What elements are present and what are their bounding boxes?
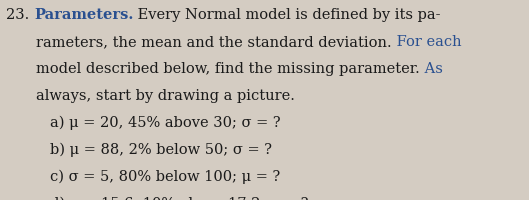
Text: As: As	[419, 62, 443, 76]
Text: d) σ = 15.6, 10% above 17.2; μ = ?: d) σ = 15.6, 10% above 17.2; μ = ?	[50, 197, 308, 200]
Text: For each: For each	[391, 35, 461, 49]
Text: rameters, the mean and the standard deviation.: rameters, the mean and the standard devi…	[36, 35, 391, 49]
Text: Every Normal model is defined by its pa-: Every Normal model is defined by its pa-	[133, 8, 441, 22]
Text: Parameters.: Parameters.	[34, 8, 133, 22]
Text: model described below, find the missing parameter.: model described below, find the missing …	[36, 62, 419, 76]
Text: b) μ = 88, 2% below 50; σ = ?: b) μ = 88, 2% below 50; σ = ?	[50, 143, 272, 157]
Text: 23.: 23.	[6, 8, 34, 22]
Text: always, start by drawing a picture.: always, start by drawing a picture.	[36, 89, 295, 103]
Text: a) μ = 20, 45% above 30; σ = ?: a) μ = 20, 45% above 30; σ = ?	[50, 116, 280, 130]
Text: c) σ = 5, 80% below 100; μ = ?: c) σ = 5, 80% below 100; μ = ?	[50, 170, 280, 184]
